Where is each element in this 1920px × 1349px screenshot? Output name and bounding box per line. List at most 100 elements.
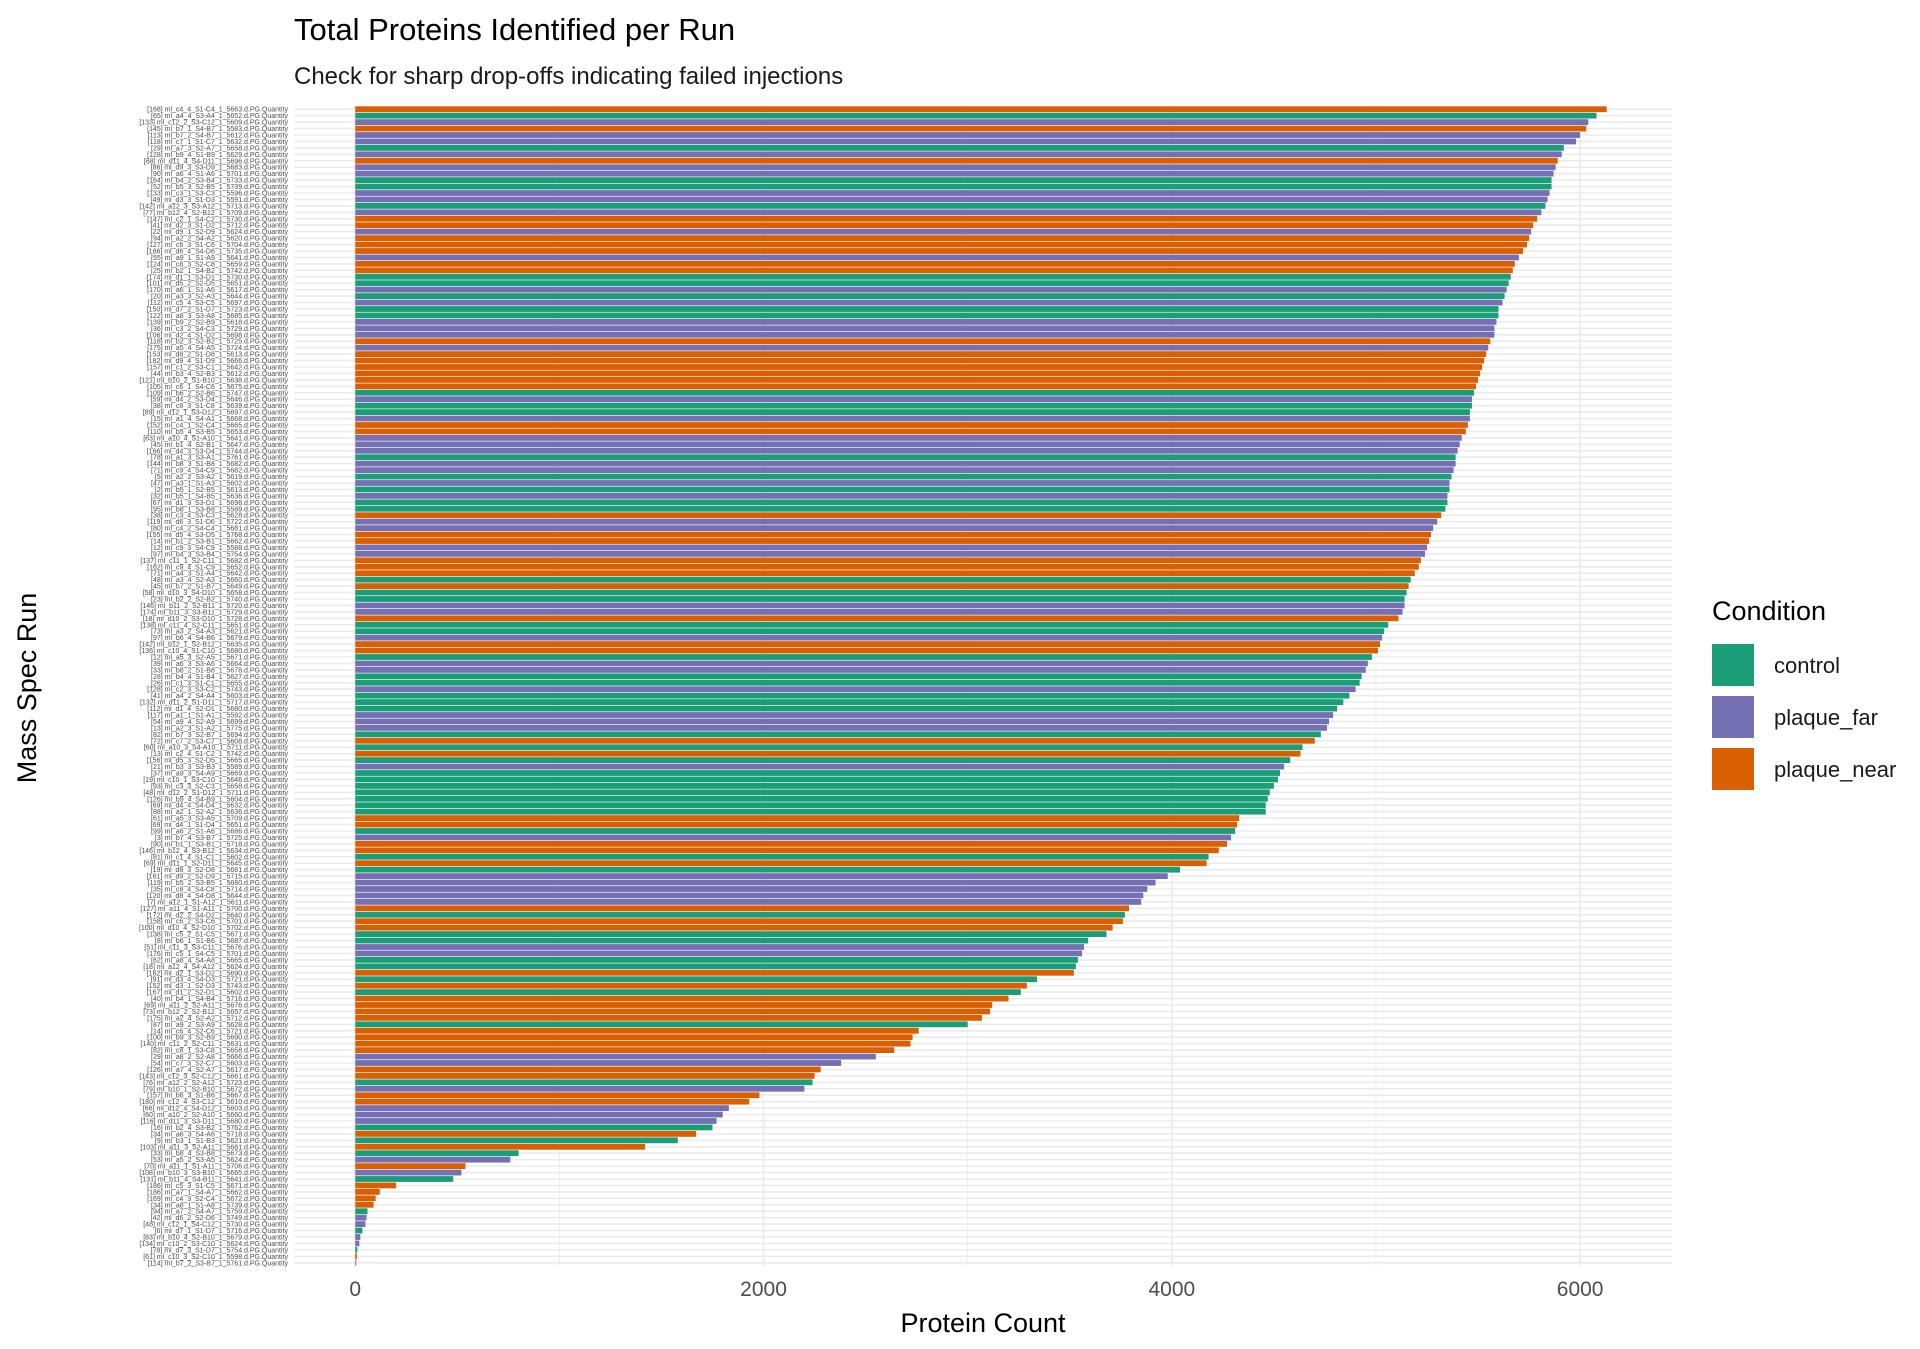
bar [355, 525, 1434, 532]
bar [355, 892, 1144, 899]
bar [355, 499, 1448, 506]
y-tick-label: [105] ml_c6_1_S4-C6_1_5675.d.PG.Quantity [147, 384, 288, 391]
y-tick-label: [133] ml_c3_1_S3-C3_1_5596.d.PG.Quantity [147, 191, 288, 198]
y-tick-label: [132] ml_d11_2_S1-D11_1_5717.d.PG.Quanti… [140, 700, 289, 707]
y-tick-label: [87] ml_a9_2_S3-A9_1_5628.d.PG.Quantity [151, 1022, 288, 1029]
y-tick-label: [36] ml_c3_2_S4-C3_1_5729.d.PG.Quantity [151, 326, 288, 333]
y-tick-label: [80] ml_c4_2_S4-C4_1_5681.d.PG.Quantity [151, 526, 288, 533]
y-tick-label: [157] ml_c1_2_S3-C1_1_5642.d.PG.Quantity [147, 365, 288, 372]
bar [355, 164, 1556, 171]
y-tick-label: [152] ml_d3_1_S2-D3_1_5743.d.PG.Quantity [147, 983, 289, 990]
bar [355, 1156, 511, 1163]
y-tick-label: [28] ml_b4_4_S1-B4_1_5627.d.PG.Quantity [151, 674, 288, 681]
bar [355, 177, 1552, 184]
bar [355, 1092, 760, 1099]
y-tick-label: [108] ml_b10_3_S3-B10_1_5665.d.PG.Quanti… [139, 1170, 288, 1177]
y-tick-label: [150] ml_d7_2_S1-D7_1_5723.d.PG.Quantity [147, 307, 289, 314]
y-tick-label: [76] ml_a12_2_S2-A12_1_5723.d.PG.Quantit… [143, 1080, 288, 1087]
bar [355, 1053, 876, 1060]
x-tick-label: 2000 [740, 1278, 787, 1301]
bar [355, 170, 1554, 177]
y-tick-label: [126] ml_b9_4_S4-B9_1_5604.d.PG.Quantity [147, 796, 288, 803]
bar [355, 351, 1487, 358]
y-tick-label: [61] ml_a5_3_S3-A5_1_5709.d.PG.Quantity [151, 816, 288, 823]
bar [355, 1259, 357, 1266]
y-tick-label: [97] ml_b4_3_S3-B4_1_5754.d.PG.Quantity [151, 551, 288, 558]
y-tick-label: [142] ml_b12_1_S2-B12_1_5635.d.PG.Quanti… [139, 642, 288, 649]
y-tick-label: [41] ml_d2_3_S1-D2_1_5712.d.PG.Quantity [151, 223, 289, 230]
bar [355, 828, 1236, 834]
bar [355, 737, 1315, 744]
bar [355, 299, 1503, 306]
bar [355, 428, 1466, 435]
y-tick-label: [93] ml_c3_3_S2-C3_1_5658.d.PG.Quantity [151, 783, 288, 790]
bar [355, 447, 1458, 454]
bar [355, 705, 1338, 712]
bar [355, 647, 1379, 654]
bar [355, 924, 1113, 931]
bar [355, 563, 1419, 570]
y-tick-label: [127] ml_a11_4_S1-A11_1_5700.d.PG.Quanti… [140, 906, 288, 913]
y-tick-label: [100] ml_d10_4_S2-D10_1_5702.d.PG.Quanti… [139, 925, 289, 932]
y-tick-label: [168] ml_c4_4_S1-C4_1_5663.d.PG.Quantity [147, 107, 288, 114]
legend-title: Condition [1712, 596, 1826, 626]
bar [355, 1214, 367, 1221]
y-tick-label: [97] ml_b6_4_S4-B6_1_5679.d.PG.Quantity [151, 635, 288, 642]
bar [355, 254, 1519, 261]
bar [355, 808, 1266, 815]
y-tick-label: [18] ml_d10_2_S3-D10_1_5728.d.PG.Quantit… [143, 616, 289, 623]
y-tick-label: [44] ml_b3_4_S2-B3_1_5612.d.PG.Quantity [151, 371, 288, 378]
y-tick-label: [22] ml_d9_1_S2-D9_1_5624.d.PG.Quantity [151, 229, 289, 236]
y-tick-label: [37] ml_a9_3_S4-A9_1_5669.d.PG.Quantity [151, 771, 288, 778]
bar [355, 750, 1301, 757]
y-tick-label: [47] ml_a3_1_S1-A3_1_5602.d.PG.Quantity [151, 481, 288, 488]
y-tick-label: [186] ml_c5_3_S1-C5_1_5671.d.PG.Quantity [147, 1183, 288, 1190]
legend: Condition control plaque_far plaque_near [1712, 596, 1896, 790]
y-tick-label: [69] ml_d4_4_S4-D4_1_5632.d.PG.Quantity [151, 803, 289, 810]
y-tick-label: [79] ml_b10_1_S2-B10_1_5672.d.PG.Quantit… [143, 1086, 288, 1093]
y-tick-label: [90] ml_a6_4_S1-A6_1_5701.d.PG.Quantity [151, 171, 288, 178]
bar [355, 422, 1468, 428]
bar [355, 344, 1489, 351]
bar [355, 1163, 466, 1170]
y-tick-label: [134] ml_c10_2_S3-C10_1_5624.d.PG.Quanti… [139, 1241, 288, 1248]
bar [355, 853, 1209, 860]
legend-label: plaque_far [1774, 705, 1878, 730]
bar [355, 763, 1285, 770]
y-tick-label: [19] ml_c10_1_S3-C10_1_5646.d.PG.Quantit… [143, 777, 288, 784]
bar [355, 666, 1366, 673]
y-tick-label: [29] ml_a8_2_S2-A8_1_5666.d.PG.Quantity [151, 1054, 288, 1061]
x-tick-label: 4000 [1148, 1278, 1195, 1301]
y-tick-label: [82] ml_b7_3_S2-B7_1_5694.d.PG.Quantity [151, 732, 288, 739]
y-tick-label: [139] ml_b9_2_S2-B9_1_5618.d.PG.Quantity [147, 319, 288, 326]
y-tick-label: [63] ml_a10_4_S1-A10_1_5641.d.PG.Quantit… [143, 435, 288, 442]
y-tick-label: [6] ml_d7_1_S1-D7_1_5716.d.PG.Quantity [155, 1228, 289, 1235]
bar [355, 596, 1405, 602]
y-tick-label: [136] ml_c10_4_S1-C10_1_5680.d.PG.Quanti… [139, 648, 288, 655]
y-tick-label: [110] ml_b5_4_S3-B5_1_5653.d.PG.Quantity [148, 429, 289, 436]
bar [355, 389, 1474, 396]
bar [355, 570, 1415, 577]
y-tick-label: [174] ml_d1_1_S3-D1_1_5730.d.PG.Quantity [147, 274, 289, 281]
y-tick-label: [3] ml_b7_4_S3-B7_1_5725.d.PG.Quantity [155, 835, 289, 842]
y-tick-label: [161] ml_d9_2_S2-D9_1_5715.d.PG.Quantity [147, 874, 289, 881]
y-tick-label: [12] ml_a5_3_S2-A5_1_5671.d.PG.Quantity [151, 655, 288, 662]
bar [355, 235, 1530, 242]
bar [355, 241, 1528, 248]
y-tick-label: [55] ml_a9_1_S1-A9_1_5641.d.PG.Quantity [151, 255, 288, 262]
bar [355, 293, 1505, 300]
bar [355, 1234, 361, 1240]
y-tick-label: [38] ml_c8_3_S1-C8_1_5639.d.PG.Quantity [151, 403, 288, 410]
y-tick-label: [51] ml_c11_3_S3-C11_1_5676.d.PG.Quantit… [144, 945, 288, 952]
y-tick-label: [15] ml_a1_4_S4-A1_1_5668.d.PG.Quantity [151, 416, 288, 423]
y-tick-label: [120] ml_d8_4_S4-D8_1_5644.d.PG.Quantity [147, 893, 289, 900]
y-tick-label: [146] ml_b11_2_S2-B11_1_5720.d.PG.Quanti… [140, 603, 288, 610]
y-tick-label: [69] ml_a11_2_S2-A11_1_5676.d.PG.Quantit… [144, 1003, 288, 1010]
y-tick-label: [52] ml_b5_3_S2-B5_1_5739.d.PG.Quantity [151, 184, 288, 191]
bar [355, 415, 1470, 422]
bar [355, 402, 1472, 409]
bar [355, 1021, 968, 1028]
bar [355, 576, 1411, 583]
y-tick-label: [167] ml_d1_2_S2-D1_1_5602.d.PG.Quantity [147, 990, 289, 997]
